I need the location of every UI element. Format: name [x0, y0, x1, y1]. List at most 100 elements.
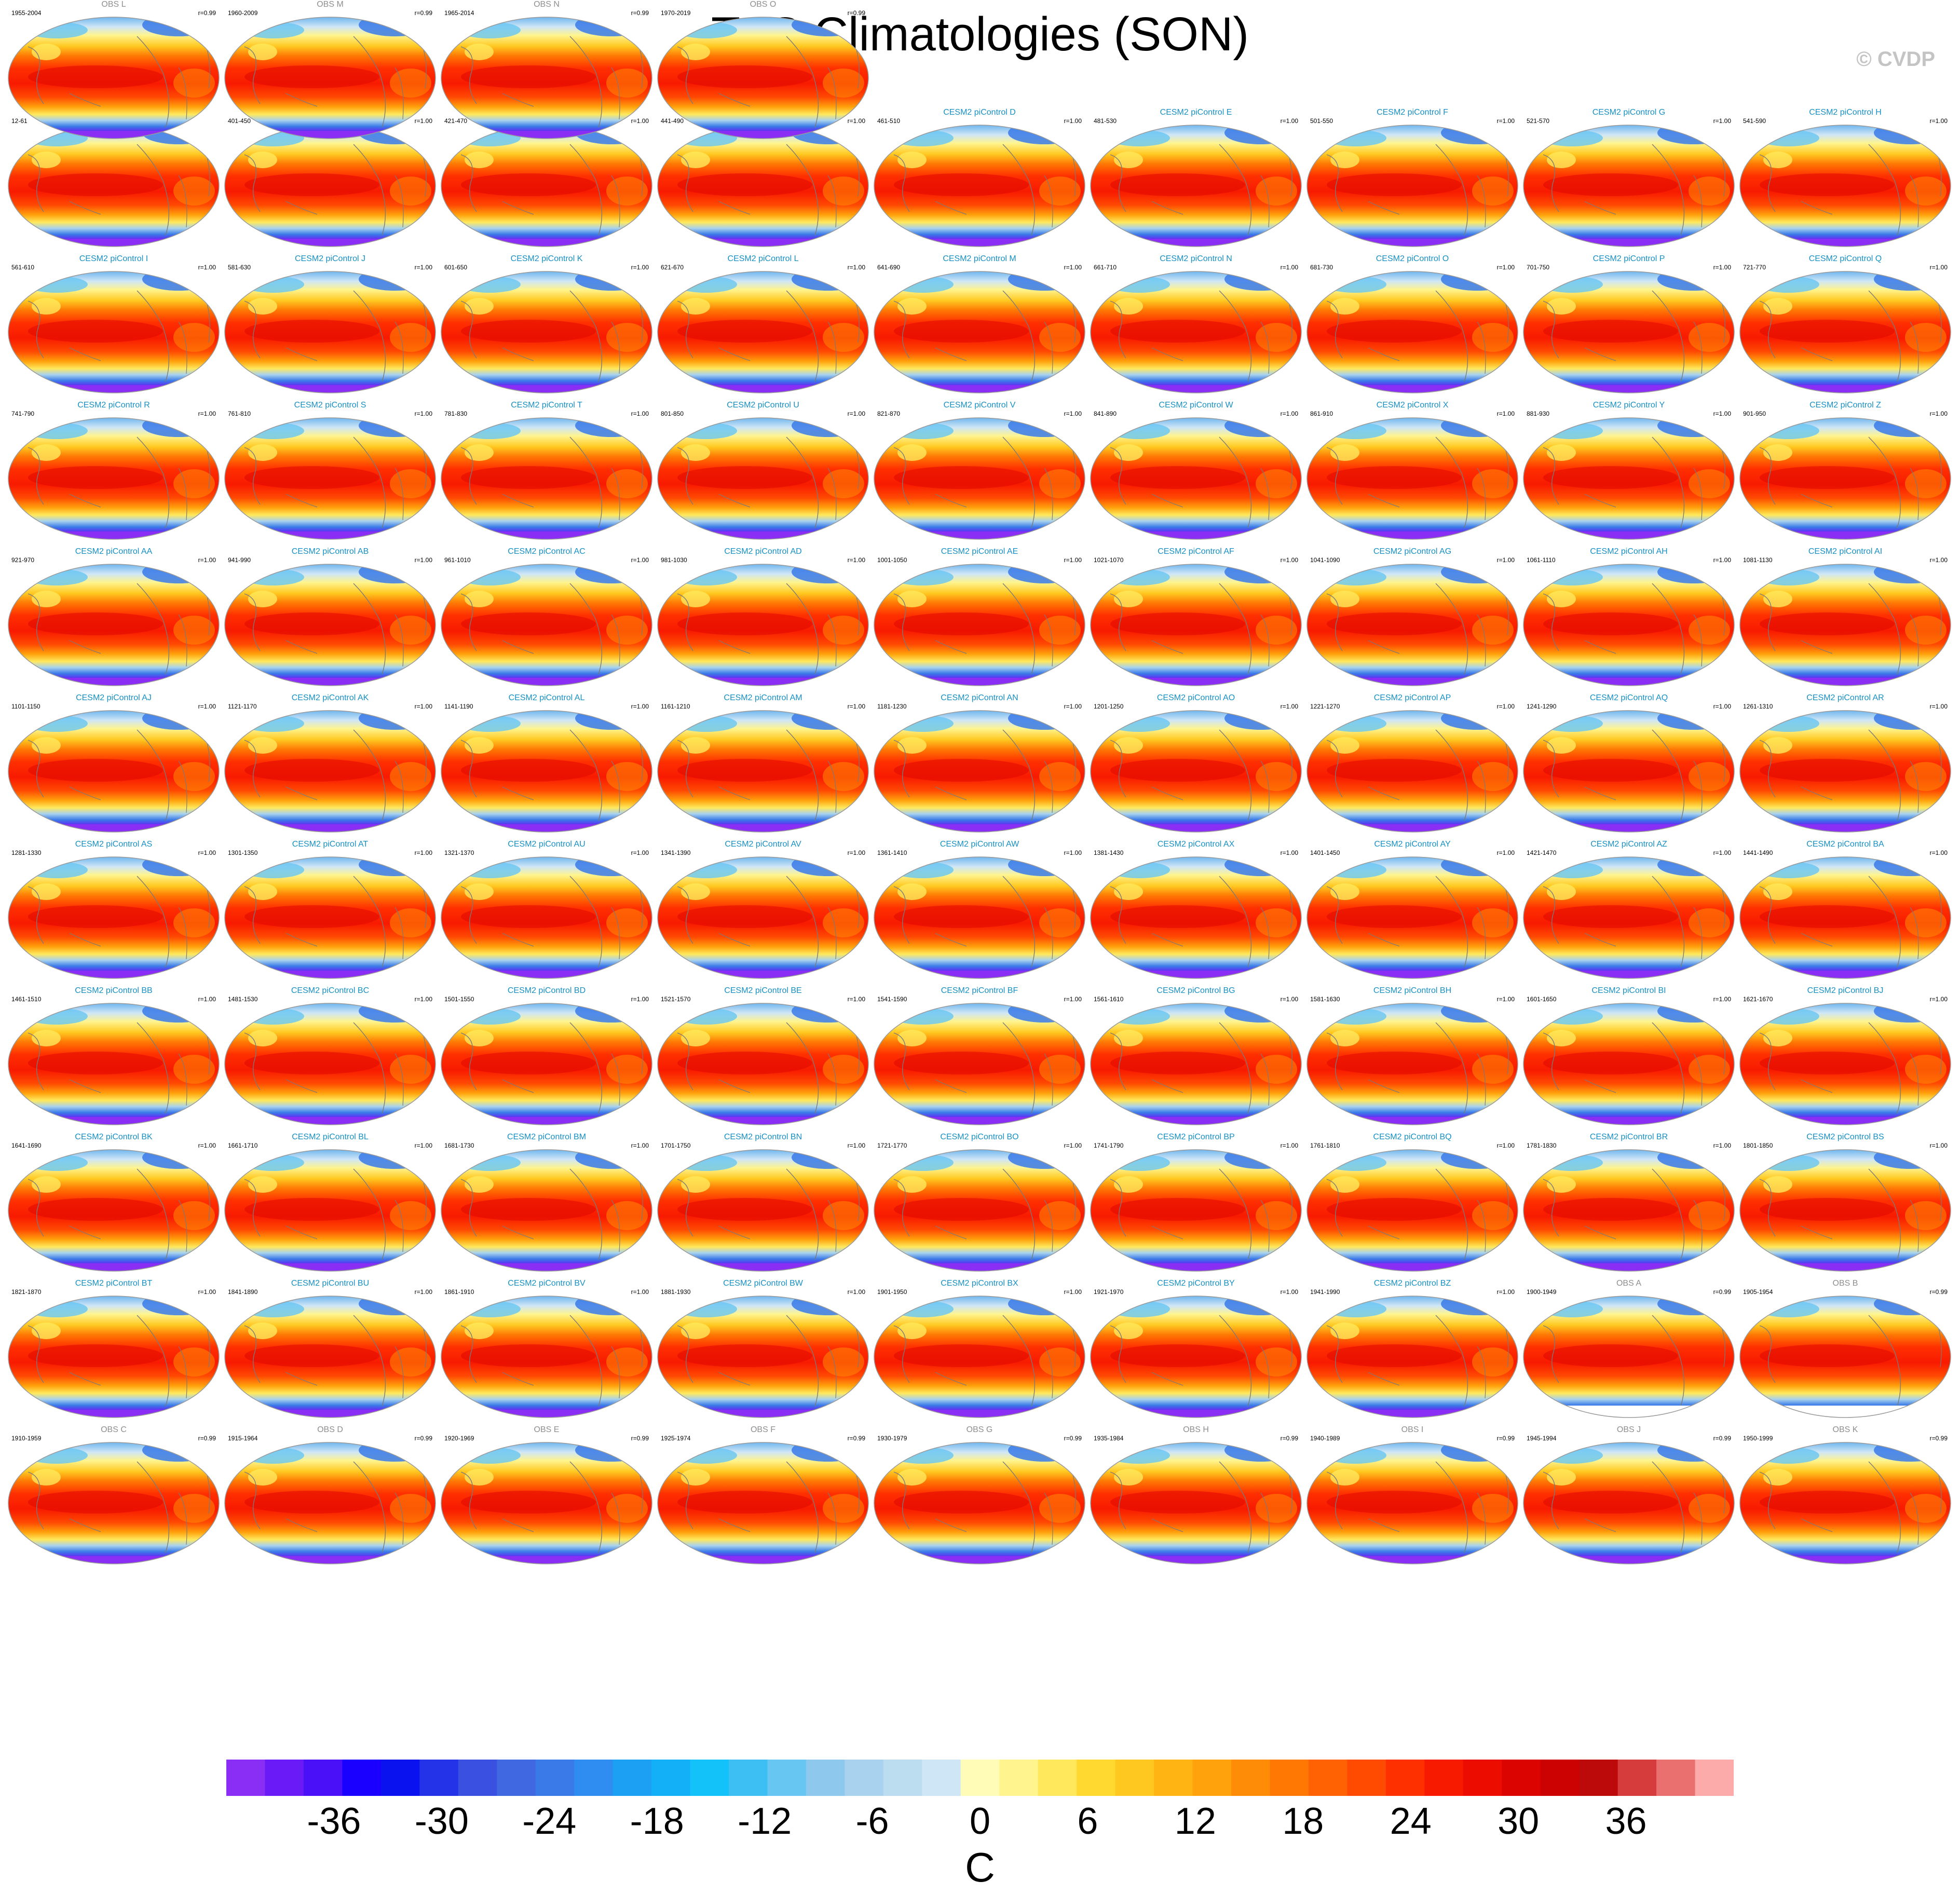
panel-title: CESM2 piControl F: [1377, 108, 1448, 117]
panel-pattern-correlation: r=1.00: [1064, 703, 1082, 710]
panel-title: CESM2 piControl L: [727, 254, 799, 263]
panel-title: CESM2 piControl Z: [1809, 401, 1881, 410]
tas-climatology-map: [1306, 270, 1519, 394]
map-panel: CESM2 piControl S 761-810 r=1.00: [224, 401, 437, 541]
panel-years: 1920-1969: [444, 1435, 474, 1442]
tas-climatology-map: [7, 1148, 220, 1273]
map-panel: CESM2 piControl BB 1461-1510 r=1.00: [7, 986, 220, 1126]
panel-pattern-correlation: r=1.00: [198, 849, 216, 856]
map-panel: CESM2 piControl AR 1261-1310 r=1.00: [1739, 693, 1952, 834]
map-panel: CESM2 piControl J 581-630 r=1.00: [224, 254, 437, 394]
panel-title: CESM2 piControl AZ: [1590, 840, 1667, 849]
panel-title: CESM2 piControl W: [1159, 401, 1233, 410]
tas-climatology-map: [1739, 1295, 1952, 1419]
panel-title: CESM2 piControl AJ: [76, 693, 152, 702]
tas-climatology-map: [440, 855, 653, 980]
panel-pattern-correlation: r=1.00: [1713, 996, 1731, 1003]
panel-title: OBS N: [534, 0, 560, 9]
map-panel: CESM2 piControl BH 1581-1630 r=1.00: [1306, 986, 1519, 1126]
tas-climatology-map: [1306, 124, 1519, 248]
map-panel: CESM2 piControl AN 1181-1230 r=1.00: [873, 693, 1086, 834]
tas-climatology-map: [1739, 1002, 1952, 1126]
tas-climatology-map: [224, 16, 437, 140]
map-panel: CESM2 piControl G 521-570 r=1.00: [1522, 108, 1735, 248]
tas-climatology-map: [657, 1295, 869, 1419]
tas-climatology-map: [657, 416, 869, 541]
panel-pattern-correlation: r=1.00: [847, 264, 865, 271]
panel-years: 861-910: [1310, 410, 1333, 417]
panel-years: 781-830: [444, 410, 468, 417]
panel-title: OBS I: [1401, 1425, 1424, 1434]
colorbar-segment: [1308, 1760, 1347, 1796]
panel-title: CESM2 piControl Y: [1592, 401, 1665, 410]
colorbar-segment: [729, 1760, 768, 1796]
map-panel: CESM2 piControl AX 1381-1430 r=1.00: [1090, 840, 1302, 980]
tas-climatology-map: [873, 709, 1086, 834]
tas-climatology-map: [873, 416, 1086, 541]
panel-pattern-correlation: r=1.00: [1064, 117, 1082, 125]
panel-title: CESM2 piControl J: [294, 254, 366, 263]
colorbar-segment: [497, 1760, 536, 1796]
panel-years: 1201-1250: [1094, 703, 1124, 710]
tas-climatology-map: [657, 124, 869, 248]
tas-climatology-map: [1090, 855, 1302, 980]
panel-years: 1930-1979: [877, 1435, 907, 1442]
panel-pattern-correlation: r=0.99: [631, 1435, 649, 1442]
panel-pattern-correlation: r=0.99: [1929, 1288, 1948, 1296]
panel-pattern-correlation: r=0.99: [198, 9, 216, 17]
panel-pattern-correlation: r=1.00: [414, 996, 432, 1003]
map-panel: CESM2 piControl AP 1221-1270 r=1.00: [1306, 693, 1519, 834]
panel-years: 841-890: [1094, 410, 1117, 417]
tas-climatology-map: [657, 563, 869, 687]
panel-years: 1341-1390: [661, 849, 691, 856]
panel-years: 601-650: [444, 264, 468, 271]
panel-pattern-correlation: r=0.99: [1713, 1435, 1731, 1442]
tas-climatology-map: [224, 1002, 437, 1126]
panel-years: 801-850: [661, 410, 684, 417]
tas-climatology-map: [7, 709, 220, 834]
panel-title: CESM2 piControl BP: [1157, 1133, 1235, 1141]
panel-years: 1950-1999: [1743, 1435, 1773, 1442]
map-panel: CESM2 piControl BF 1541-1590 r=1.00: [873, 986, 1086, 1126]
panel-title: CESM2 piControl BZ: [1373, 1279, 1451, 1288]
panel-title: OBS L: [101, 0, 126, 9]
tas-climatology-map: [873, 563, 1086, 687]
panel-pattern-correlation: r=1.00: [414, 1142, 432, 1149]
map-panel: CESM2 piControl AJ 1101-1150 r=1.00: [7, 693, 220, 834]
map-panel: CESM2 piControl BQ 1761-1810 r=1.00: [1306, 1133, 1519, 1273]
panel-years: 741-790: [11, 410, 35, 417]
tas-climatology-map: [440, 416, 653, 541]
panel-pattern-correlation: r=1.00: [1929, 996, 1948, 1003]
panel-title: CESM2 piControl BQ: [1373, 1133, 1452, 1141]
map-panel: CESM2 piControl BO 1721-1770 r=1.00: [873, 1133, 1086, 1273]
panel-title: OBS H: [1183, 1425, 1209, 1434]
panel-years: 541-590: [1743, 117, 1766, 125]
panel-pattern-correlation: r=1.00: [1929, 849, 1948, 856]
map-panel: CESM2 piControl N 661-710 r=1.00: [1090, 254, 1302, 394]
colorbar-segment: [690, 1760, 729, 1796]
panel-years: 1901-1950: [877, 1288, 907, 1296]
panel-title: CESM2 piControl AY: [1374, 840, 1451, 849]
tas-climatology-map: [224, 1295, 437, 1419]
panel-pattern-correlation: r=1.00: [1713, 1142, 1731, 1149]
panel-years: 1401-1450: [1310, 849, 1340, 856]
tas-climatology-map: [224, 1441, 437, 1565]
panel-years: 941-990: [228, 556, 251, 564]
panel-title: CESM2 piControl AX: [1157, 840, 1235, 849]
panel-years: 1061-1110: [1527, 556, 1556, 564]
panel-pattern-correlation: r=1.00: [631, 117, 649, 125]
panel-title: CESM2 piControl AW: [940, 840, 1019, 849]
tas-climatology-map: [1739, 709, 1952, 834]
panel-years: 1941-1990: [1310, 1288, 1340, 1296]
map-panel: CESM2 piControl BD 1501-1550 r=1.00: [440, 986, 653, 1126]
map-panel: CESM2 piControl K 601-650 r=1.00: [440, 254, 653, 394]
tas-climatology-map: [7, 16, 220, 140]
panel-years: 1041-1090: [1310, 556, 1340, 564]
tas-climatology-map: [1522, 563, 1735, 687]
tas-climatology-map: [1739, 855, 1952, 980]
tas-climatology-map: [7, 1441, 220, 1565]
panel-pattern-correlation: r=1.00: [414, 410, 432, 417]
panel-title: CESM2 piControl BK: [75, 1133, 153, 1141]
panel-years: 1935-1984: [1094, 1435, 1124, 1442]
colorbar-segment: [226, 1760, 266, 1796]
